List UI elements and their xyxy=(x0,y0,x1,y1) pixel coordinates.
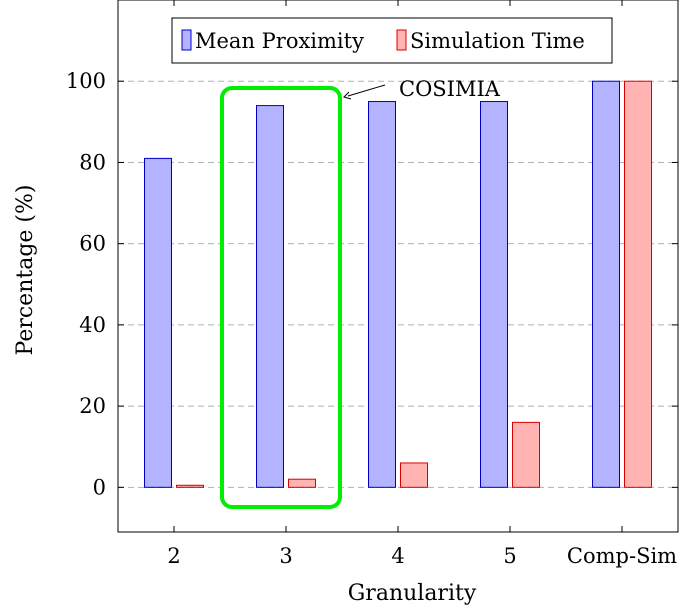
bar-simulation-time-1 xyxy=(288,478,316,488)
y-tick-label-0: 0 xyxy=(93,475,106,499)
bar-mean-proximity-4 xyxy=(592,80,620,488)
cosimia-arrow-head xyxy=(343,91,352,100)
x-tick-label-1: 3 xyxy=(279,544,292,568)
bar-simulation-time-0 xyxy=(176,484,204,488)
cosimia-label: COSIMIA xyxy=(399,77,501,101)
cosimia-annotation: COSIMIA xyxy=(220,77,501,509)
y-tick-label-40: 40 xyxy=(79,313,106,337)
legend-swatch-mean-proximity xyxy=(181,29,192,51)
legend: Mean Proximity Simulation Time xyxy=(171,17,613,64)
y-tick-label-60: 60 xyxy=(79,232,106,256)
y-axis-label: Percentage (%) xyxy=(13,185,38,356)
x-tick-label-0: 2 xyxy=(167,544,180,568)
legend-box xyxy=(171,17,613,64)
bar-mean-proximity-3 xyxy=(480,101,508,488)
axis-ticks: 0 20 40 60 80 100 2 3 4 5 Comp-Sim xyxy=(66,0,678,568)
legend-swatch-simulation-time xyxy=(396,29,407,51)
x-tick-label-2: 4 xyxy=(391,544,404,568)
y-tick-label-80: 80 xyxy=(79,150,106,174)
bar-mean-proximity-0 xyxy=(144,157,172,488)
bar-mean-proximity-1 xyxy=(256,105,284,488)
bar-simulation-time-3 xyxy=(512,421,540,488)
bar-simulation-time-4 xyxy=(624,80,652,488)
cosimia-highlight-box xyxy=(220,86,342,509)
grid-lines xyxy=(118,80,678,488)
legend-label-mean-proximity: Mean Proximity xyxy=(195,29,364,53)
x-tick-label-3: 5 xyxy=(503,544,516,568)
bar-mean-proximity-2 xyxy=(368,101,396,488)
legend-label-simulation-time: Simulation Time xyxy=(410,29,585,53)
y-tick-label-100: 100 xyxy=(66,69,106,93)
x-axis-label: Granularity xyxy=(348,581,477,606)
cosimia-arrow-line xyxy=(347,84,386,97)
bars xyxy=(144,80,652,488)
y-tick-label-20: 20 xyxy=(79,394,106,418)
bar-simulation-time-2 xyxy=(400,462,428,488)
x-tick-label-4: Comp-Sim xyxy=(567,544,677,568)
